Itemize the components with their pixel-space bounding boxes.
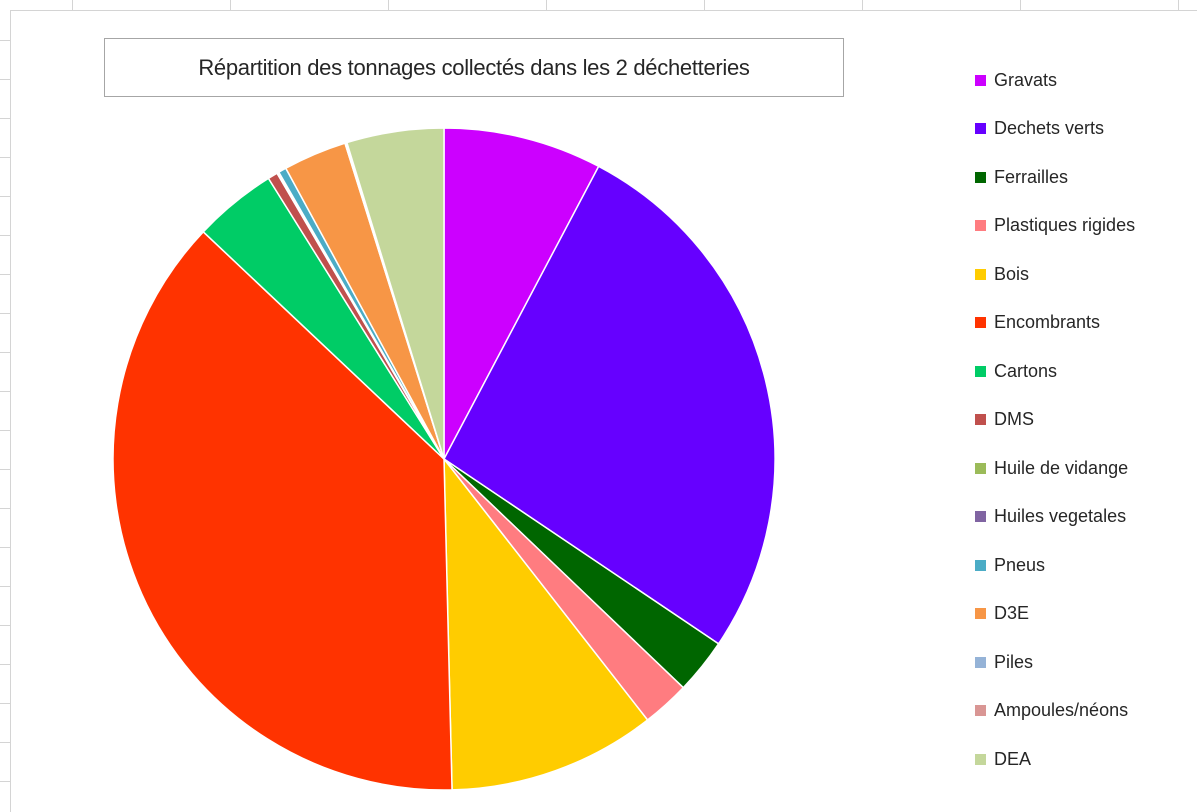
row-divider xyxy=(0,118,10,119)
legend-swatch xyxy=(975,123,986,134)
legend-label: Encombrants xyxy=(994,312,1101,332)
row-divider xyxy=(0,79,10,80)
row-divider xyxy=(0,625,10,626)
legend-item-dechets-verts[interactable]: Dechets verts xyxy=(975,117,1104,141)
column-divider xyxy=(546,0,547,10)
legend-swatch xyxy=(975,656,986,668)
legend-label: Plastiques rigides xyxy=(994,215,1136,235)
column-divider xyxy=(704,0,705,10)
pie-slice-encombrants[interactable] xyxy=(112,230,453,791)
row-divider xyxy=(0,196,10,197)
column-divider xyxy=(1178,0,1179,10)
legend-label: Bois xyxy=(994,263,1030,284)
legend-item-cartons[interactable]: Cartons xyxy=(975,359,1057,383)
legend-label: Piles xyxy=(994,651,1034,672)
legend-item-dea[interactable]: DEA xyxy=(975,747,1031,771)
column-divider xyxy=(230,0,231,10)
legend-swatch xyxy=(975,220,986,231)
legend-item-dms[interactable]: DMS xyxy=(975,408,1034,432)
legend-swatch xyxy=(975,559,986,571)
row-divider xyxy=(0,274,10,275)
row-divider xyxy=(0,391,10,392)
row-divider xyxy=(0,235,10,236)
legend-swatch xyxy=(975,317,986,328)
column-divider xyxy=(388,0,389,10)
legend-item-piles[interactable]: Piles xyxy=(975,650,1033,674)
legend-label: Huiles vegetales xyxy=(994,506,1127,526)
legend-swatch xyxy=(975,511,986,522)
column-divider xyxy=(72,0,73,10)
pie-slice-dechets-verts[interactable] xyxy=(443,165,776,645)
legend-label: Gravats xyxy=(994,69,1058,90)
sheet-row-header-strip xyxy=(0,10,11,812)
legend-item-ferrailles[interactable]: Ferrailles xyxy=(975,165,1068,189)
row-divider xyxy=(0,430,10,431)
legend-item-huiles-vegetales[interactable]: Huiles vegetales xyxy=(975,505,1126,529)
legend-swatch xyxy=(975,462,986,474)
legend-label: Ampoules/néons xyxy=(994,700,1129,720)
legend-label: Cartons xyxy=(994,360,1058,381)
column-divider xyxy=(862,0,863,10)
legend-label: Ferrailles xyxy=(994,166,1069,187)
row-divider xyxy=(0,40,10,41)
sheet-column-header-strip xyxy=(0,0,1197,11)
pie-slice-dea[interactable] xyxy=(345,127,445,460)
row-divider xyxy=(0,664,10,665)
row-divider xyxy=(0,703,10,704)
legend-swatch xyxy=(975,705,986,716)
legend-label: D3E xyxy=(994,603,1030,623)
legend-label: Pneus xyxy=(994,554,1046,575)
legend-label: Dechets verts xyxy=(994,118,1105,138)
legend-swatch xyxy=(975,608,986,619)
legend-item-ampoules-neons[interactable]: Ampoules/néons xyxy=(975,699,1128,723)
row-divider xyxy=(0,469,10,470)
legend-label: Huile de vidange xyxy=(994,457,1129,478)
legend-swatch xyxy=(975,753,986,765)
row-divider xyxy=(0,742,10,743)
legend-label: DMS xyxy=(994,409,1034,429)
legend-label: DEA xyxy=(994,748,1032,769)
row-divider xyxy=(0,313,10,314)
row-divider xyxy=(0,508,10,509)
legend-item-huile-de-vidange[interactable]: Huile de vidange xyxy=(975,456,1128,480)
legend-item-d3e[interactable]: D3E xyxy=(975,602,1029,626)
row-divider xyxy=(0,352,10,353)
column-divider xyxy=(1020,0,1021,10)
row-divider xyxy=(0,157,10,158)
legend-swatch xyxy=(975,414,986,425)
legend-swatch xyxy=(975,268,986,280)
row-divider xyxy=(0,586,10,587)
pie-slice-bois[interactable] xyxy=(443,456,649,791)
legend-item-encombrants[interactable]: Encombrants xyxy=(975,311,1100,335)
legend-item-plastiques-rigides[interactable]: Plastiques rigides xyxy=(975,214,1135,238)
pie-slice-gravats[interactable] xyxy=(443,127,600,460)
legend-swatch xyxy=(975,74,986,86)
legend-swatch xyxy=(975,171,986,183)
row-divider xyxy=(0,781,10,782)
chart-area[interactable]: Répartition des tonnages collectés dans … xyxy=(11,11,1197,812)
legend-swatch xyxy=(975,365,986,377)
chart-title[interactable]: Répartition des tonnages collectés dans … xyxy=(104,38,844,97)
pie-chart[interactable] xyxy=(11,11,1197,812)
legend-item-gravats[interactable]: Gravats xyxy=(975,68,1057,92)
row-divider xyxy=(0,547,10,548)
legend-item-pneus[interactable]: Pneus xyxy=(975,553,1045,577)
legend-item-bois[interactable]: Bois xyxy=(975,262,1029,286)
